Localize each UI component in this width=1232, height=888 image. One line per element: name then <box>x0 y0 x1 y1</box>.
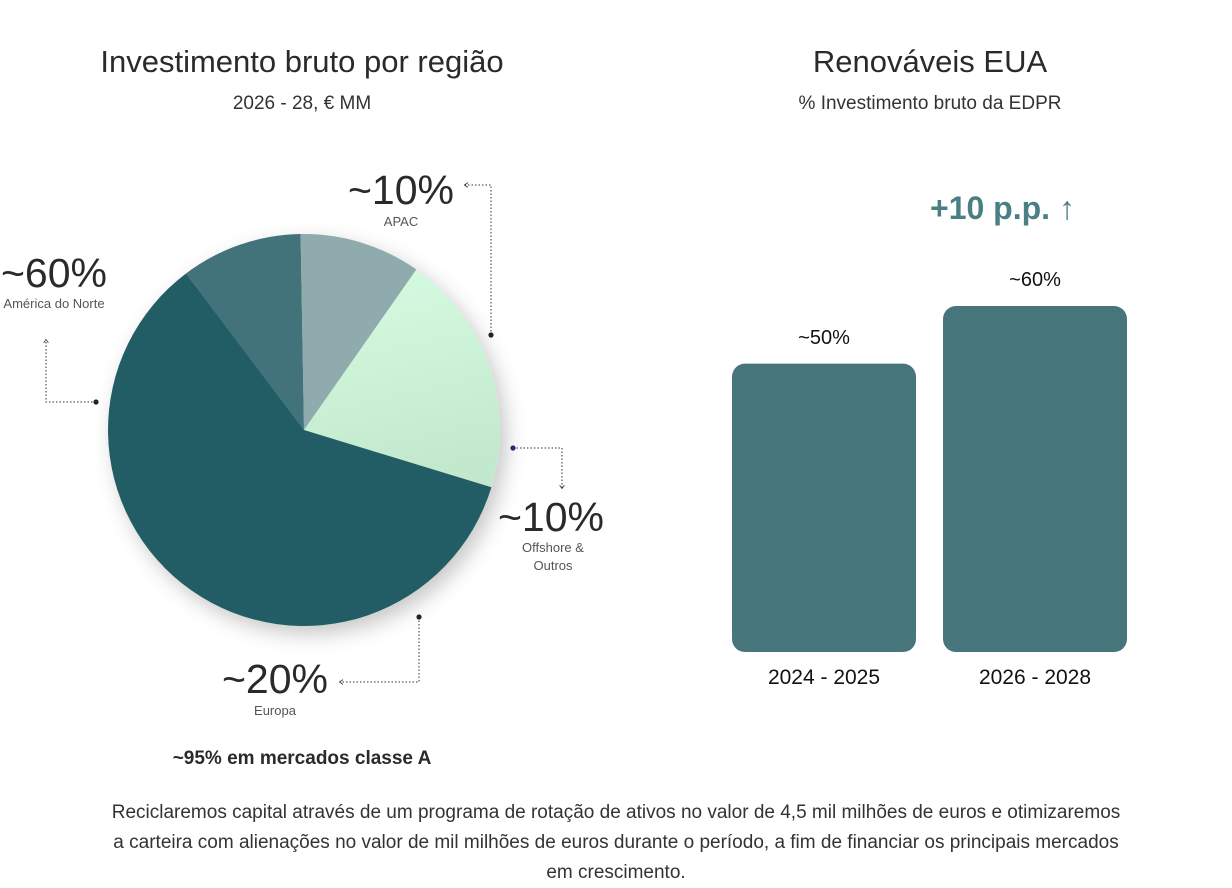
bar-data-label-2026-2028: ~60% <box>1009 269 1061 291</box>
bar-chart-title: Renováveis EUA <box>812 44 1048 79</box>
bar-category-2024-2025: 2024 - 2025 <box>767 666 881 689</box>
class-a-note: ~95% em mercados classe A <box>172 748 432 769</box>
leader-line-offshore <box>513 447 562 488</box>
leader-lines <box>46 185 562 682</box>
bar-2026-2028 <box>943 306 1127 652</box>
bar-chart <box>732 306 1127 652</box>
bar-category-2026-2028: 2026 - 2028 <box>978 666 1092 689</box>
dot-apac <box>488 332 494 338</box>
pie-chart-subtitle: 2026 - 28, € MM <box>232 93 372 114</box>
leader-line-apac <box>465 185 492 335</box>
dot-offshore <box>510 445 516 451</box>
leader-line-america <box>46 340 96 403</box>
delta-indicator: +10 p.p. ↑ <box>930 190 1075 226</box>
pie-value-offshore: ~10% <box>497 494 604 540</box>
leader-line-europa <box>340 617 420 682</box>
pie-slice-apac <box>186 234 304 430</box>
pie-chart-title: Investimento bruto por região <box>100 44 504 79</box>
bar-2024-2025 <box>732 363 916 652</box>
bar-data-label-2024-2025: ~50% <box>798 326 850 349</box>
bar-chart-subtitle: % Investimento bruto da EDPR <box>798 93 1062 114</box>
pie-value-europa: ~20% <box>221 656 328 702</box>
pie-label-europa: Europa <box>254 703 296 718</box>
pie-chart <box>108 234 501 626</box>
pie-value-apac: ~10% <box>347 167 454 213</box>
pie-label-offshore: Offshore & Outros <box>522 540 584 573</box>
pie-slice-europa <box>304 269 501 488</box>
pie-label-apac: APAC <box>383 214 419 229</box>
pie-label-america: América do Norte <box>3 296 105 311</box>
dot-america <box>93 399 99 405</box>
summary-paragraph: Reciclaremos capital através de um progr… <box>111 802 1121 883</box>
pie-slice-am-rica-do-norte <box>108 273 492 626</box>
leader-dots <box>93 332 516 620</box>
pie-slice-offshore-outros <box>300 234 417 430</box>
pie-value-america: ~60% <box>0 250 107 296</box>
dot-europa <box>416 614 422 620</box>
